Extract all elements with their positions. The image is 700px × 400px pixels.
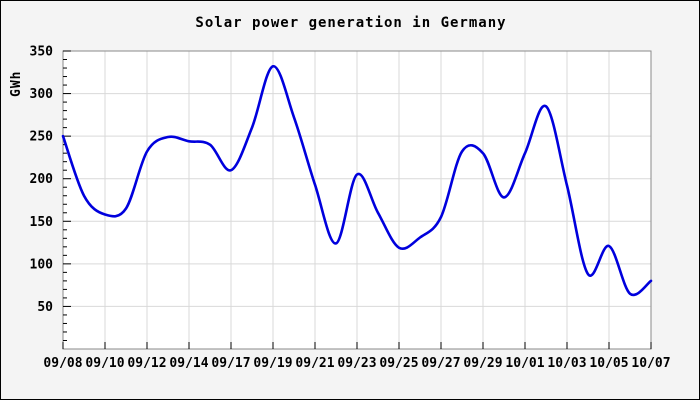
y-tick-label: 150 [30, 215, 54, 230]
y-tick-label: 250 [30, 130, 54, 145]
x-tick-label: 09/21 [295, 356, 334, 371]
x-tick-label: 09/27 [421, 356, 460, 371]
x-tick-label: 10/07 [631, 356, 670, 371]
x-tick-label: 09/19 [253, 356, 292, 371]
y-tick-label: 350 [30, 45, 54, 60]
y-tick-label: 100 [30, 257, 54, 272]
y-tick-label: 300 [30, 87, 54, 102]
x-tick-label: 09/10 [85, 356, 124, 371]
x-tick-label: 09/08 [43, 356, 82, 371]
x-tick-label: 09/17 [211, 356, 250, 371]
y-tick-label: 50 [37, 300, 53, 315]
x-tick-label: 10/05 [589, 356, 628, 371]
x-tick-label: 09/25 [379, 356, 418, 371]
chart-title: Solar power generation in Germany [195, 15, 507, 31]
y-tick-label: 200 [30, 172, 54, 187]
x-tick-label: 09/29 [463, 356, 502, 371]
series-line [61, 65, 653, 297]
x-tick-label: 10/03 [547, 356, 586, 371]
x-tick-label: 10/01 [505, 356, 544, 371]
x-tick-label: 09/23 [337, 356, 376, 371]
x-tick-label: 09/14 [169, 356, 208, 371]
x-tick-label: 09/12 [127, 356, 166, 371]
